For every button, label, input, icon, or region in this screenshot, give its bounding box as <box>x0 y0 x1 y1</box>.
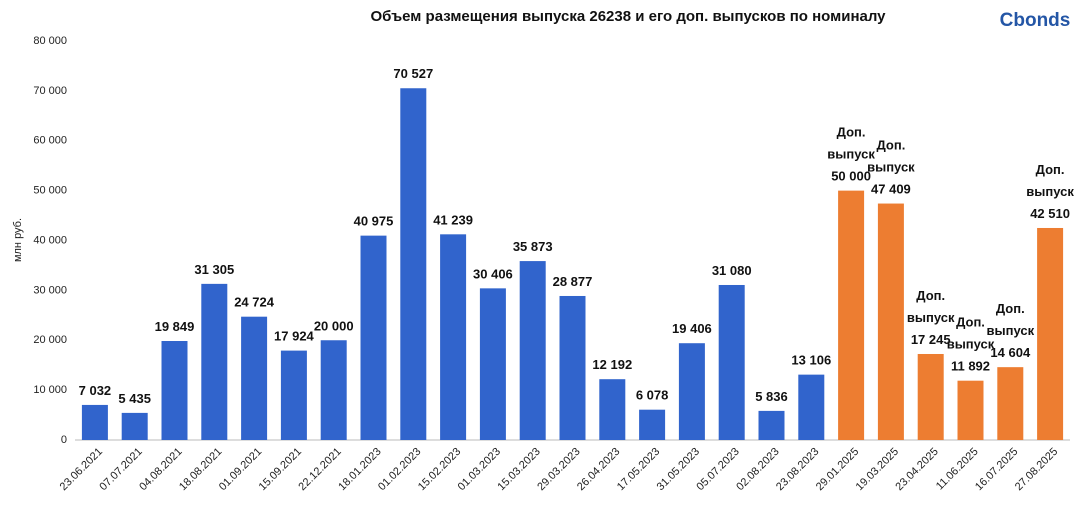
value-label: 70 527 <box>393 66 433 81</box>
bar <box>877 203 904 440</box>
bar <box>639 409 666 440</box>
value-label: 28 877 <box>553 274 593 289</box>
value-label: Доп. выпуск 47 409 <box>867 138 915 197</box>
value-label: 19 849 <box>155 319 195 334</box>
bar <box>320 340 347 440</box>
value-label: 40 975 <box>354 214 394 229</box>
bar <box>599 379 626 440</box>
value-label: Доп. выпуск 50 000 <box>827 125 875 184</box>
value-label: Доп. выпуск 14 604 <box>987 301 1035 360</box>
value-label: 19 406 <box>672 321 712 336</box>
bar <box>360 235 387 440</box>
bar <box>997 367 1024 440</box>
value-label: 31 080 <box>712 263 752 278</box>
y-tick-label: 0 <box>61 434 67 446</box>
bar <box>798 374 825 440</box>
y-tick-label: 30 000 <box>33 284 67 296</box>
value-label: 30 406 <box>473 266 513 281</box>
y-tick-label: 80 000 <box>33 35 67 47</box>
logo: Cbonds <box>1000 10 1071 31</box>
bar <box>758 410 785 440</box>
value-label: 5 435 <box>118 391 151 406</box>
bar <box>479 288 506 440</box>
bar <box>280 350 307 440</box>
value-label: 7 032 <box>79 383 112 398</box>
bar <box>718 284 745 440</box>
x-tick-label: 23.04.2025 <box>893 446 940 493</box>
value-label: 20 000 <box>314 318 354 333</box>
y-tick-label: 50 000 <box>33 185 67 197</box>
bar <box>161 341 188 440</box>
value-label: Доп. выпуск 11 892 <box>947 315 995 374</box>
value-label: 5 836 <box>755 389 788 404</box>
bar <box>678 343 705 440</box>
y-tick-label: 20 000 <box>33 334 67 346</box>
bar <box>559 295 586 440</box>
value-label: 6 078 <box>636 388 669 403</box>
y-axis-label: млн руб. <box>12 218 24 262</box>
y-tick-label: 10 000 <box>33 384 67 396</box>
bar <box>400 88 427 441</box>
value-label: 31 305 <box>194 262 234 277</box>
y-tick-label: 70 000 <box>33 85 67 97</box>
value-label: 41 239 <box>433 212 473 227</box>
bar <box>121 412 148 440</box>
y-tick-label: 40 000 <box>33 234 67 246</box>
bar <box>241 316 268 440</box>
y-tick-label: 60 000 <box>33 135 67 147</box>
value-label: 17 924 <box>274 329 315 344</box>
bar <box>519 261 546 440</box>
bar <box>440 234 467 440</box>
value-label: 12 192 <box>592 357 632 372</box>
chart-title: Объем размещения выпуска 26238 и его доп… <box>370 8 886 25</box>
bar <box>917 353 944 440</box>
value-label: 35 873 <box>513 239 553 254</box>
bar <box>81 404 108 440</box>
bar <box>957 380 984 440</box>
value-label: 13 106 <box>791 353 831 368</box>
value-label: Доп. выпуск 17 245 <box>907 288 955 347</box>
bar <box>838 190 865 440</box>
value-label: Доп. выпуск 42 510 <box>1026 162 1074 221</box>
value-label: 24 724 <box>234 295 275 310</box>
x-tick-label: 27.08.2025 <box>1013 446 1060 493</box>
bar <box>201 283 228 440</box>
bar <box>1037 227 1064 440</box>
